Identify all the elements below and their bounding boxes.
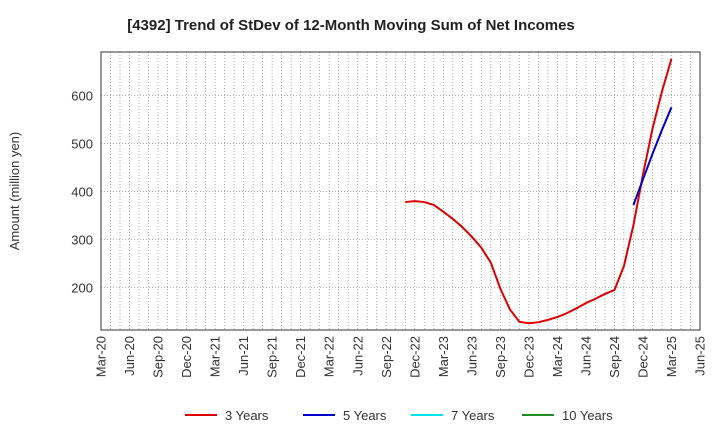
- x-tick-label: Dec-21: [293, 336, 308, 378]
- y-tick-label: 300: [71, 233, 93, 248]
- y-axis-ticks: 200 300 400 500 600: [71, 88, 93, 295]
- x-tick-label: Dec-24: [636, 336, 651, 378]
- legend-label: 5 Years: [343, 408, 387, 423]
- x-tick-label: Jun-24: [578, 336, 593, 376]
- y-tick-label: 600: [71, 88, 93, 103]
- x-tick-label: Sep-21: [265, 336, 280, 378]
- series-line: [632, 106, 673, 206]
- x-tick-label: Mar-21: [208, 336, 223, 377]
- y-tick-label: 200: [71, 281, 93, 296]
- x-tick-label: Mar-24: [550, 336, 565, 377]
- x-tick-label: Jun-20: [122, 336, 137, 376]
- x-tick-label: Sep-23: [493, 336, 508, 378]
- x-tick-label: Mar-22: [322, 336, 337, 377]
- x-tick-label: Dec-22: [407, 336, 422, 378]
- x-tick-label: Jun-21: [236, 336, 251, 376]
- x-axis-ticks: Mar-20 Jun-20 Sep-20 Dec-20 Mar-21 Jun-21 Sep-…: [94, 336, 708, 378]
- y-tick-label: 400: [71, 184, 93, 199]
- legend: 3 Years 5 Years 7 Years 10 Years: [185, 408, 613, 423]
- series-line: [405, 58, 673, 325]
- legend-label: 7 Years: [451, 408, 495, 423]
- x-tick-label: Sep-24: [607, 336, 622, 378]
- x-tick-label: Jun-23: [464, 336, 479, 376]
- x-tick-label: Dec-23: [521, 336, 536, 378]
- x-tick-label: Dec-20: [179, 336, 194, 378]
- y-tick-label: 500: [71, 136, 93, 151]
- legend-item: 3 Years: [185, 408, 269, 423]
- legend-item: 5 Years: [303, 408, 387, 423]
- x-tick-label: Sep-20: [151, 336, 166, 378]
- y-axis-label: Amount (million yen): [7, 132, 22, 251]
- series-layer: [405, 58, 673, 325]
- x-tick-label: Jun-25: [693, 336, 708, 376]
- grid-layer: [101, 52, 700, 330]
- legend-item: 7 Years: [411, 408, 495, 423]
- legend-label: 3 Years: [225, 408, 269, 423]
- plot-frame: [100, 51, 701, 331]
- x-tick-label: Jun-22: [350, 336, 365, 376]
- legend-item: 10 Years: [522, 408, 613, 423]
- legend-label: 10 Years: [562, 408, 613, 423]
- x-tick-label: Mar-23: [436, 336, 451, 377]
- x-tick-label: Sep-22: [379, 336, 394, 378]
- x-tick-label: Mar-25: [664, 336, 679, 377]
- chart-title: [4392] Trend of StDev of 12-Month Moving…: [127, 17, 575, 34]
- x-tick-label: Mar-20: [94, 336, 109, 377]
